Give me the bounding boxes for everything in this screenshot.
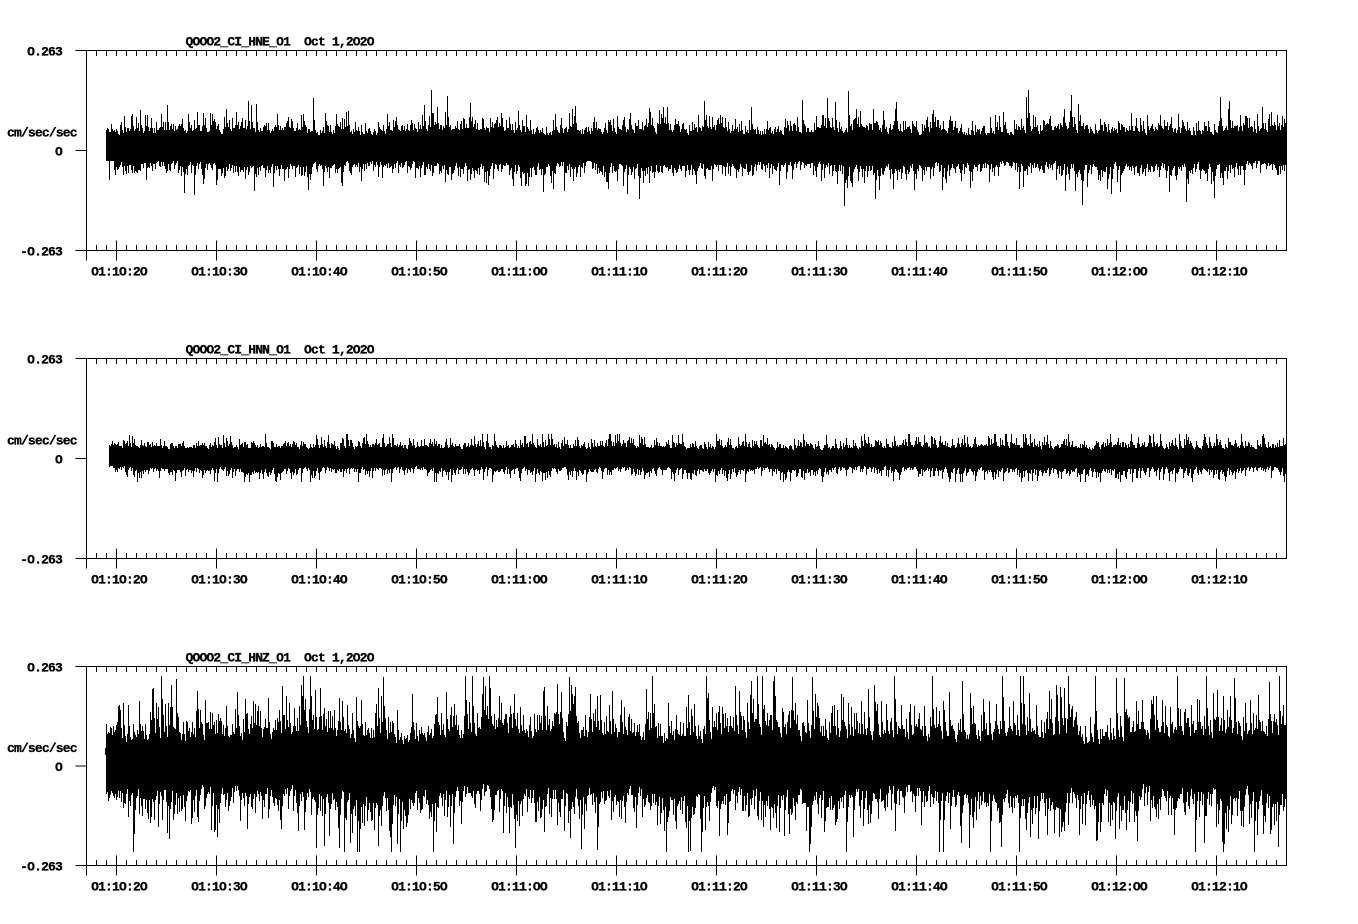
svg-text:O: O xyxy=(55,145,63,160)
svg-text:O1:1O:5O: O1:1O:5O xyxy=(391,573,448,588)
svg-text:cm/sec/sec: cm/sec/sec xyxy=(7,126,78,141)
svg-text:O1:11:4O: O1:11:4O xyxy=(891,573,948,588)
svg-text:O1:1O:5O: O1:1O:5O xyxy=(391,880,448,895)
svg-text:O1:11:2O: O1:11:2O xyxy=(691,265,748,280)
svg-text:QOOO2_CI_HNE_O1 Oct 1,2O2O: QOOO2_CI_HNE_O1 Oct 1,2O2O xyxy=(186,35,375,50)
svg-text:O1:11:1O: O1:11:1O xyxy=(591,880,648,895)
svg-text:O1:11:2O: O1:11:2O xyxy=(691,880,748,895)
svg-text:-O.263: -O.263 xyxy=(20,245,63,260)
svg-text:O1:1O:2O: O1:1O:2O xyxy=(91,573,148,588)
svg-text:O1:12:OO: O1:12:OO xyxy=(1091,265,1148,280)
svg-text:O.263: O.263 xyxy=(27,661,63,676)
svg-text:O1:11:5O: O1:11:5O xyxy=(991,265,1048,280)
svg-text:-O.263: -O.263 xyxy=(20,553,63,568)
svg-text:O1:11:OO: O1:11:OO xyxy=(491,880,548,895)
svg-text:O1:12:OO: O1:12:OO xyxy=(1091,573,1148,588)
svg-text:O1:1O:3O: O1:1O:3O xyxy=(191,880,248,895)
svg-text:QOOO2_CI_HNN_O1 Oct 1,2O2O: QOOO2_CI_HNN_O1 Oct 1,2O2O xyxy=(186,343,375,358)
svg-text:O1:11:2O: O1:11:2O xyxy=(691,573,748,588)
svg-text:O1:11:3O: O1:11:3O xyxy=(791,265,848,280)
svg-text:O1:11:5O: O1:11:5O xyxy=(991,573,1048,588)
svg-text:O1:12:1O: O1:12:1O xyxy=(1191,573,1248,588)
svg-text:O1:1O:4O: O1:1O:4O xyxy=(291,265,348,280)
svg-text:O1:11:3O: O1:11:3O xyxy=(791,880,848,895)
svg-text:O: O xyxy=(55,453,63,468)
svg-text:O1:1O:4O: O1:1O:4O xyxy=(291,573,348,588)
svg-text:-O.263: -O.263 xyxy=(20,860,63,875)
svg-text:O1:1O:3O: O1:1O:3O xyxy=(191,573,248,588)
svg-text:cm/sec/sec: cm/sec/sec xyxy=(7,741,78,756)
svg-text:O1:11:4O: O1:11:4O xyxy=(891,265,948,280)
svg-text:O1:12:1O: O1:12:1O xyxy=(1191,880,1248,895)
svg-text:O1:11:1O: O1:11:1O xyxy=(591,265,648,280)
svg-text:O1:1O:3O: O1:1O:3O xyxy=(191,265,248,280)
svg-text:O1:1O:2O: O1:1O:2O xyxy=(91,880,148,895)
svg-text:O1:11:1O: O1:11:1O xyxy=(591,573,648,588)
svg-text:O1:1O:4O: O1:1O:4O xyxy=(291,880,348,895)
svg-text:O1:11:3O: O1:11:3O xyxy=(791,573,848,588)
svg-text:O1:12:OO: O1:12:OO xyxy=(1091,880,1148,895)
svg-text:O1:11:5O: O1:11:5O xyxy=(991,880,1048,895)
svg-text:O1:1O:5O: O1:1O:5O xyxy=(391,265,448,280)
svg-text:cm/sec/sec: cm/sec/sec xyxy=(7,434,78,449)
svg-text:O1:12:1O: O1:12:1O xyxy=(1191,265,1248,280)
svg-text:O.263: O.263 xyxy=(27,45,63,60)
svg-text:QOOO2_CI_HNZ_O1 Oct 1,2O2O: QOOO2_CI_HNZ_O1 Oct 1,2O2O xyxy=(186,651,375,666)
svg-text:O.263: O.263 xyxy=(27,353,63,368)
svg-text:O1:11:OO: O1:11:OO xyxy=(491,265,548,280)
svg-text:O1:1O:2O: O1:1O:2O xyxy=(91,265,148,280)
svg-text:O: O xyxy=(55,760,63,775)
svg-text:O1:11:OO: O1:11:OO xyxy=(491,573,548,588)
svg-text:O1:11:4O: O1:11:4O xyxy=(891,880,948,895)
